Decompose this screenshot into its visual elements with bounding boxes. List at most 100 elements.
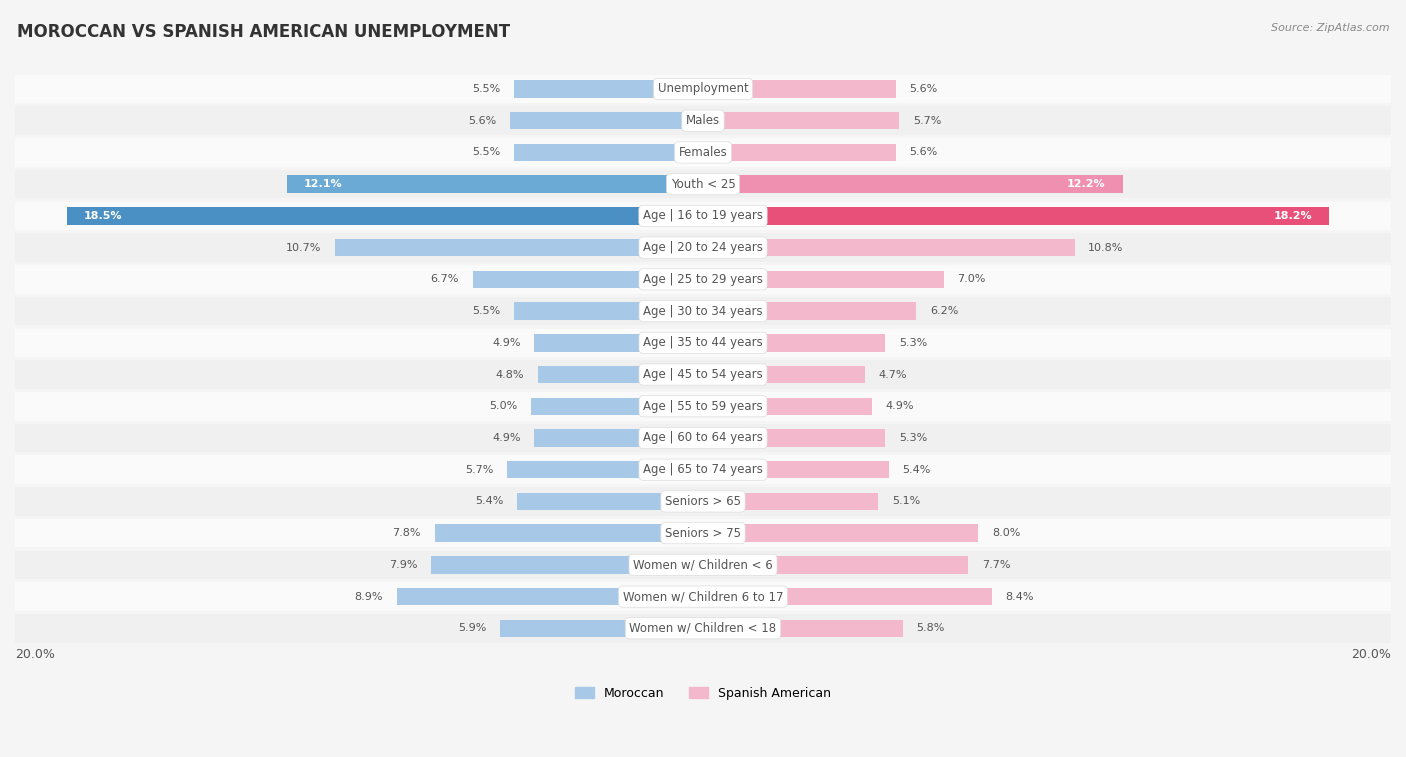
Text: 7.8%: 7.8% [392, 528, 420, 538]
Bar [396, 588, 703, 606]
Bar [513, 80, 703, 98]
Text: Age | 16 to 19 years: Age | 16 to 19 years [643, 210, 763, 223]
Bar [703, 207, 1329, 225]
Bar [15, 233, 1391, 262]
Text: Unemployment: Unemployment [658, 83, 748, 95]
Bar [15, 424, 1391, 452]
Text: 5.4%: 5.4% [475, 497, 503, 506]
Bar [703, 461, 889, 478]
Bar [15, 107, 1391, 135]
Text: 8.4%: 8.4% [1005, 591, 1035, 602]
Text: 10.7%: 10.7% [285, 242, 321, 253]
Text: 7.9%: 7.9% [389, 560, 418, 570]
Text: 5.3%: 5.3% [898, 433, 928, 443]
Text: Age | 55 to 59 years: Age | 55 to 59 years [643, 400, 763, 413]
Bar [15, 75, 1391, 103]
Text: 5.5%: 5.5% [472, 148, 501, 157]
Bar [513, 144, 703, 161]
Text: Males: Males [686, 114, 720, 127]
Bar [15, 488, 1391, 516]
Bar [517, 493, 703, 510]
Text: Youth < 25: Youth < 25 [671, 178, 735, 191]
Bar [703, 429, 886, 447]
Text: Age | 35 to 44 years: Age | 35 to 44 years [643, 336, 763, 349]
Text: 12.2%: 12.2% [1067, 179, 1105, 189]
Bar [15, 456, 1391, 484]
Bar [538, 366, 703, 383]
Text: 18.5%: 18.5% [84, 211, 122, 221]
Text: Age | 25 to 29 years: Age | 25 to 29 years [643, 273, 763, 286]
Text: 4.8%: 4.8% [496, 369, 524, 379]
Bar [432, 556, 703, 574]
Bar [15, 360, 1391, 389]
Bar [703, 619, 903, 637]
Bar [703, 397, 872, 415]
Bar [703, 493, 879, 510]
Bar [434, 525, 703, 542]
Text: 5.3%: 5.3% [898, 338, 928, 347]
Bar [15, 550, 1391, 579]
Text: Age | 20 to 24 years: Age | 20 to 24 years [643, 241, 763, 254]
Text: Age | 60 to 64 years: Age | 60 to 64 years [643, 431, 763, 444]
Bar [15, 138, 1391, 167]
Text: 5.0%: 5.0% [489, 401, 517, 411]
Bar [703, 112, 898, 129]
Bar [703, 525, 979, 542]
Bar [66, 207, 703, 225]
Text: Women w/ Children < 6: Women w/ Children < 6 [633, 559, 773, 572]
Bar [15, 329, 1391, 357]
Text: 4.9%: 4.9% [492, 433, 520, 443]
Bar [703, 588, 993, 606]
Text: Females: Females [679, 146, 727, 159]
Text: 5.9%: 5.9% [458, 623, 486, 634]
Text: 5.8%: 5.8% [917, 623, 945, 634]
Bar [531, 397, 703, 415]
Text: Women w/ Children 6 to 17: Women w/ Children 6 to 17 [623, 590, 783, 603]
Bar [15, 201, 1391, 230]
Text: MOROCCAN VS SPANISH AMERICAN UNEMPLOYMENT: MOROCCAN VS SPANISH AMERICAN UNEMPLOYMEN… [17, 23, 510, 41]
Text: 5.6%: 5.6% [468, 116, 496, 126]
Bar [15, 614, 1391, 643]
Text: 7.7%: 7.7% [981, 560, 1010, 570]
Bar [703, 366, 865, 383]
Text: 5.6%: 5.6% [910, 148, 938, 157]
Text: 20.0%: 20.0% [1351, 648, 1391, 661]
Text: Women w/ Children < 18: Women w/ Children < 18 [630, 621, 776, 635]
Bar [15, 582, 1391, 611]
Bar [508, 461, 703, 478]
Text: 12.1%: 12.1% [304, 179, 343, 189]
Bar [15, 519, 1391, 547]
Bar [534, 429, 703, 447]
Text: Seniors > 65: Seniors > 65 [665, 495, 741, 508]
Bar [15, 297, 1391, 326]
Text: 4.9%: 4.9% [886, 401, 914, 411]
Bar [703, 302, 917, 319]
Text: 5.5%: 5.5% [472, 84, 501, 94]
Text: 5.7%: 5.7% [465, 465, 494, 475]
Bar [335, 239, 703, 257]
Text: Age | 45 to 54 years: Age | 45 to 54 years [643, 368, 763, 381]
Text: 5.4%: 5.4% [903, 465, 931, 475]
Text: 4.9%: 4.9% [492, 338, 520, 347]
Text: 18.2%: 18.2% [1274, 211, 1312, 221]
Bar [287, 176, 703, 193]
Bar [703, 176, 1122, 193]
Text: 4.7%: 4.7% [879, 369, 907, 379]
Bar [501, 619, 703, 637]
Bar [703, 80, 896, 98]
Text: 5.5%: 5.5% [472, 306, 501, 316]
Text: Source: ZipAtlas.com: Source: ZipAtlas.com [1271, 23, 1389, 33]
Text: Age | 30 to 34 years: Age | 30 to 34 years [643, 304, 763, 317]
Bar [15, 170, 1391, 198]
Bar [703, 144, 896, 161]
Text: Age | 65 to 74 years: Age | 65 to 74 years [643, 463, 763, 476]
Bar [15, 392, 1391, 420]
Text: 8.9%: 8.9% [354, 591, 382, 602]
Text: 6.7%: 6.7% [430, 274, 458, 285]
Bar [703, 239, 1074, 257]
Bar [703, 334, 886, 351]
Bar [472, 270, 703, 288]
Text: 5.1%: 5.1% [893, 497, 921, 506]
Text: 7.0%: 7.0% [957, 274, 986, 285]
Bar [703, 556, 967, 574]
